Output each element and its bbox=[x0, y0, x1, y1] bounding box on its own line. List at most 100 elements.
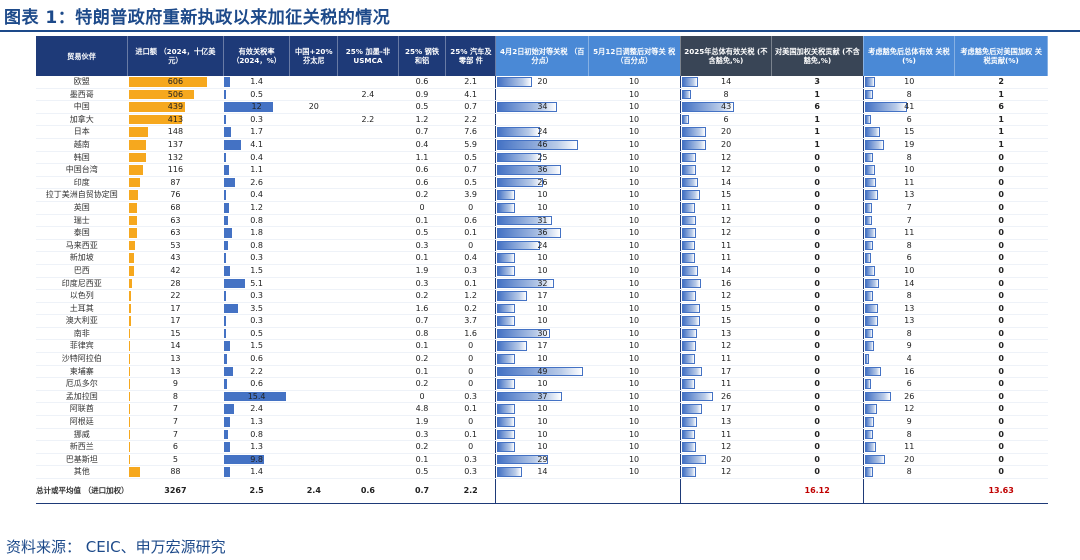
cell-cn bbox=[289, 125, 338, 139]
cell-cexe: 6 bbox=[954, 100, 1048, 114]
cell-au: 0.7 bbox=[445, 100, 496, 114]
texe-value: 8 bbox=[906, 89, 912, 99]
cell-imp: 15 bbox=[127, 327, 224, 341]
texe-bar bbox=[864, 89, 873, 100]
cell-tot: 12 bbox=[679, 163, 772, 177]
cell-au: 1.2 bbox=[445, 289, 496, 303]
eff-value: 9.8 bbox=[250, 454, 263, 464]
cell-imp: 28 bbox=[127, 277, 224, 291]
tot-bar bbox=[681, 215, 697, 226]
cell-ini: 29 bbox=[495, 453, 589, 467]
cell-imp: 63 bbox=[127, 226, 224, 240]
cell-tot: 14 bbox=[679, 264, 772, 278]
cell-adj: 10 bbox=[588, 302, 681, 316]
cell-texe: 13 bbox=[862, 188, 955, 202]
eff-bar bbox=[224, 165, 229, 175]
cell-imp: 43 bbox=[127, 251, 224, 265]
header-adjusted-reciprocal: 5月12日调整后对等关 税（百分点） bbox=[588, 36, 681, 76]
cell-con: 0 bbox=[771, 377, 864, 391]
tot-bar bbox=[681, 240, 695, 251]
eff-value: 0.3 bbox=[250, 316, 263, 326]
ini-bar bbox=[497, 316, 515, 326]
eff-value: 2.4 bbox=[250, 404, 263, 414]
cell-tot: 26 bbox=[679, 390, 772, 404]
table-row: 其他 88 1.4 0.5 0.3 14 10 12 0 8 0 bbox=[36, 465, 1048, 479]
tot-value: 17 bbox=[721, 404, 732, 414]
imp-bar bbox=[128, 102, 186, 112]
cell-adj: 10 bbox=[588, 428, 681, 442]
ini-bar bbox=[497, 177, 544, 188]
ini-value: 30 bbox=[537, 328, 548, 338]
texe-value: 10 bbox=[904, 165, 915, 175]
ini-bar bbox=[497, 366, 584, 377]
cell-con: 0 bbox=[771, 264, 864, 278]
eff-bar bbox=[224, 417, 230, 427]
partner-name: 其他 bbox=[36, 465, 128, 479]
eff-value: 1.2 bbox=[250, 202, 263, 212]
cell-adj: 10 bbox=[588, 88, 681, 102]
tot-value: 20 bbox=[721, 127, 732, 137]
partner-name: 阿根廷 bbox=[36, 415, 128, 429]
cell-eff: 3.5 bbox=[223, 302, 290, 316]
texe-bar bbox=[864, 240, 873, 251]
eff-value: 1.1 bbox=[250, 165, 263, 175]
cell-adj: 10 bbox=[588, 163, 681, 177]
cell-cn bbox=[289, 176, 338, 190]
cell-texe: 9 bbox=[862, 415, 955, 429]
header-weighted-contribution: 对美国加权关税贡献 (不含豁免,%) bbox=[771, 36, 864, 76]
cell-st: 0.1 bbox=[398, 339, 446, 354]
table-row: 墨西哥 506 0.5 2.4 0.9 4.1 10 8 1 8 1 bbox=[36, 88, 1048, 102]
cell-eff: 9.8 bbox=[223, 453, 290, 467]
tot-value: 11 bbox=[721, 429, 732, 439]
cell-texe: 4 bbox=[862, 352, 955, 366]
cell-au: 5.9 bbox=[445, 138, 496, 152]
cell-imp: 63 bbox=[127, 214, 224, 228]
partner-name: 土耳其 bbox=[36, 302, 128, 316]
ini-bar bbox=[497, 429, 515, 440]
ini-value: 34 bbox=[537, 102, 548, 112]
eff-value: 0.4 bbox=[250, 152, 263, 162]
imp-bar bbox=[128, 328, 131, 339]
imp-value: 76 bbox=[170, 190, 181, 200]
partner-name: 加拿大 bbox=[36, 113, 128, 127]
cell-adj: 10 bbox=[588, 138, 681, 152]
imp-value: 413 bbox=[167, 114, 184, 124]
cell-con: 0 bbox=[771, 239, 864, 253]
imp-value: 506 bbox=[167, 89, 184, 99]
ini-bar bbox=[497, 379, 515, 389]
partner-name: 印度尼西亚 bbox=[36, 277, 128, 291]
table-row: 厄瓜多尔 9 0.6 0.2 0 10 10 11 0 6 0 bbox=[36, 377, 1048, 391]
cell-eff: 0.4 bbox=[223, 151, 290, 165]
cell-st: 0.7 bbox=[398, 314, 446, 328]
cell-cexe: 0 bbox=[954, 176, 1048, 190]
imp-bar bbox=[128, 341, 131, 352]
total-ini bbox=[495, 478, 589, 504]
eff-value: 0.4 bbox=[250, 190, 263, 200]
ini-value: 29 bbox=[537, 454, 548, 464]
header-row: 贸易伙伴 进口额 （2024，十亿美元） 有效关税率 （2024，%） 中国+2… bbox=[36, 36, 1048, 76]
cell-con: 0 bbox=[771, 390, 864, 404]
cell-au: 0 bbox=[445, 415, 496, 429]
ini-value: 31 bbox=[537, 215, 548, 225]
cell-mx bbox=[337, 214, 399, 228]
cell-eff: 0.3 bbox=[223, 251, 290, 265]
cell-ini: 10 bbox=[495, 428, 589, 442]
eff-value: 1.5 bbox=[250, 265, 263, 275]
tot-bar bbox=[681, 366, 703, 377]
cell-eff: 2.2 bbox=[223, 365, 290, 379]
cell-cexe: 0 bbox=[954, 264, 1048, 278]
imp-bar bbox=[128, 152, 146, 163]
eff-value: 0.8 bbox=[250, 240, 263, 250]
total-tot bbox=[679, 478, 772, 504]
imp-value: 8 bbox=[172, 391, 178, 401]
ini-bar bbox=[497, 215, 552, 226]
tot-value: 12 bbox=[721, 341, 732, 351]
cell-tot: 17 bbox=[679, 402, 772, 417]
texe-bar bbox=[864, 454, 886, 465]
cell-cexe: 0 bbox=[954, 201, 1048, 215]
cell-eff: 0.6 bbox=[223, 377, 290, 391]
cell-eff: 0.4 bbox=[223, 188, 290, 202]
table-row: 土耳其 17 3.5 1.6 0.2 10 10 15 0 13 0 bbox=[36, 302, 1048, 316]
cell-eff: 0.8 bbox=[223, 214, 290, 228]
cell-cn bbox=[289, 440, 338, 454]
